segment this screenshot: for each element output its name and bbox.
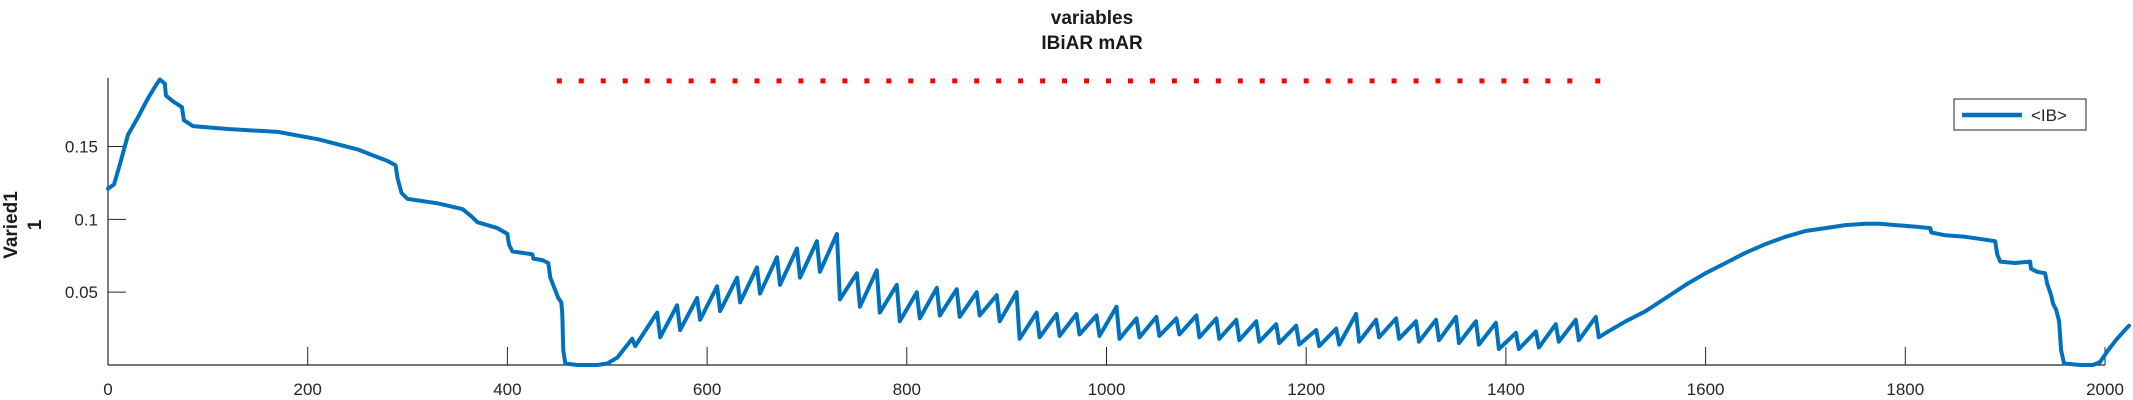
y-tick-label: 0.15 bbox=[65, 137, 98, 156]
x-tick-label: 800 bbox=[893, 380, 921, 399]
annotation-dot bbox=[930, 78, 936, 84]
annotation-dot bbox=[1237, 78, 1243, 84]
x-axis-ticks: 0 200 400 600 800 1000 1200 1400 1600 1800 2000 bbox=[103, 347, 2124, 399]
annotation-dot bbox=[1062, 78, 1068, 84]
annotation-dot bbox=[1018, 78, 1024, 84]
annotation-dot bbox=[710, 78, 716, 84]
annotation-layer bbox=[556, 78, 1601, 84]
annotation-dot bbox=[1479, 78, 1485, 84]
annotation-dot bbox=[864, 78, 870, 84]
x-tick-label: 0 bbox=[103, 380, 112, 399]
annotation-dot bbox=[1105, 78, 1111, 84]
legend-label-ib: <IB> bbox=[2031, 106, 2067, 125]
annotation-dot bbox=[1501, 78, 1507, 84]
annotation-dot bbox=[556, 78, 562, 84]
annotation-dot bbox=[1391, 78, 1397, 84]
annotation-dot bbox=[1595, 78, 1601, 84]
y-axis-ticks: 0.05 0.1 0.15 bbox=[65, 137, 126, 302]
series-layer bbox=[106, 77, 2131, 367]
annotation-dot bbox=[776, 78, 782, 84]
annotation-dot bbox=[666, 78, 672, 84]
x-tick-label: 2000 bbox=[2086, 380, 2124, 399]
annotation-dot bbox=[688, 78, 694, 84]
annotation-dot bbox=[1259, 78, 1265, 84]
annotation-dot bbox=[1413, 78, 1419, 84]
annotation-dot bbox=[974, 78, 980, 84]
annotation-dot bbox=[622, 78, 628, 84]
annotation-dot bbox=[578, 78, 584, 84]
annotation-dot bbox=[1193, 78, 1199, 84]
y-tick-label: 0.1 bbox=[74, 210, 98, 229]
annotation-dot bbox=[1567, 78, 1573, 84]
annotation-dot bbox=[952, 78, 958, 84]
x-tick-label: 200 bbox=[294, 380, 322, 399]
x-tick-label: 1800 bbox=[1886, 380, 1924, 399]
x-tick-label: 1200 bbox=[1287, 380, 1325, 399]
legend: <IB> bbox=[1953, 98, 2087, 131]
annotation-dot bbox=[644, 78, 650, 84]
annotation-dot bbox=[1457, 78, 1463, 84]
annotation-dot bbox=[996, 78, 1002, 84]
y-axis-label-line-2: 1 bbox=[25, 219, 46, 230]
annotation-dot bbox=[1149, 78, 1155, 84]
annotation-dot bbox=[754, 78, 760, 84]
y-axis-label-line-1: Varied1 bbox=[1, 191, 22, 259]
x-tick-label: 600 bbox=[693, 380, 721, 399]
annotation-dot bbox=[1281, 78, 1287, 84]
annotation-dot bbox=[1369, 78, 1375, 84]
x-tick-label: 1600 bbox=[1687, 380, 1725, 399]
annotation-dot bbox=[1084, 78, 1090, 84]
x-tick-label: 1400 bbox=[1487, 380, 1525, 399]
annotation-dot bbox=[1347, 78, 1353, 84]
annotation-dot bbox=[1127, 78, 1133, 84]
annotation-dot bbox=[732, 78, 738, 84]
x-tick-label: 1000 bbox=[1088, 380, 1126, 399]
x-tick-label: 400 bbox=[493, 380, 521, 399]
annotation-dot bbox=[886, 78, 892, 84]
annotation-dot bbox=[1303, 78, 1309, 84]
annotation-dot bbox=[1325, 78, 1331, 84]
chart-title-line-2: IBiAR mAR bbox=[1041, 33, 1143, 54]
annotation-dot bbox=[1215, 78, 1221, 84]
annotation-dot bbox=[600, 78, 606, 84]
annotation-dot bbox=[1523, 78, 1529, 84]
y-tick-label: 0.05 bbox=[65, 283, 98, 302]
annotation-dot bbox=[820, 78, 826, 84]
chart-title-line-1: variables bbox=[1051, 8, 1133, 29]
annotation-dot bbox=[908, 78, 914, 84]
annotation-dot bbox=[1545, 78, 1551, 84]
annotation-dot bbox=[798, 78, 804, 84]
annotation-dot bbox=[1171, 78, 1177, 84]
annotation-dot bbox=[842, 78, 848, 84]
annotation-dot bbox=[1435, 78, 1441, 84]
series-line-ib bbox=[106, 77, 2131, 367]
annotation-dot bbox=[1040, 78, 1046, 84]
